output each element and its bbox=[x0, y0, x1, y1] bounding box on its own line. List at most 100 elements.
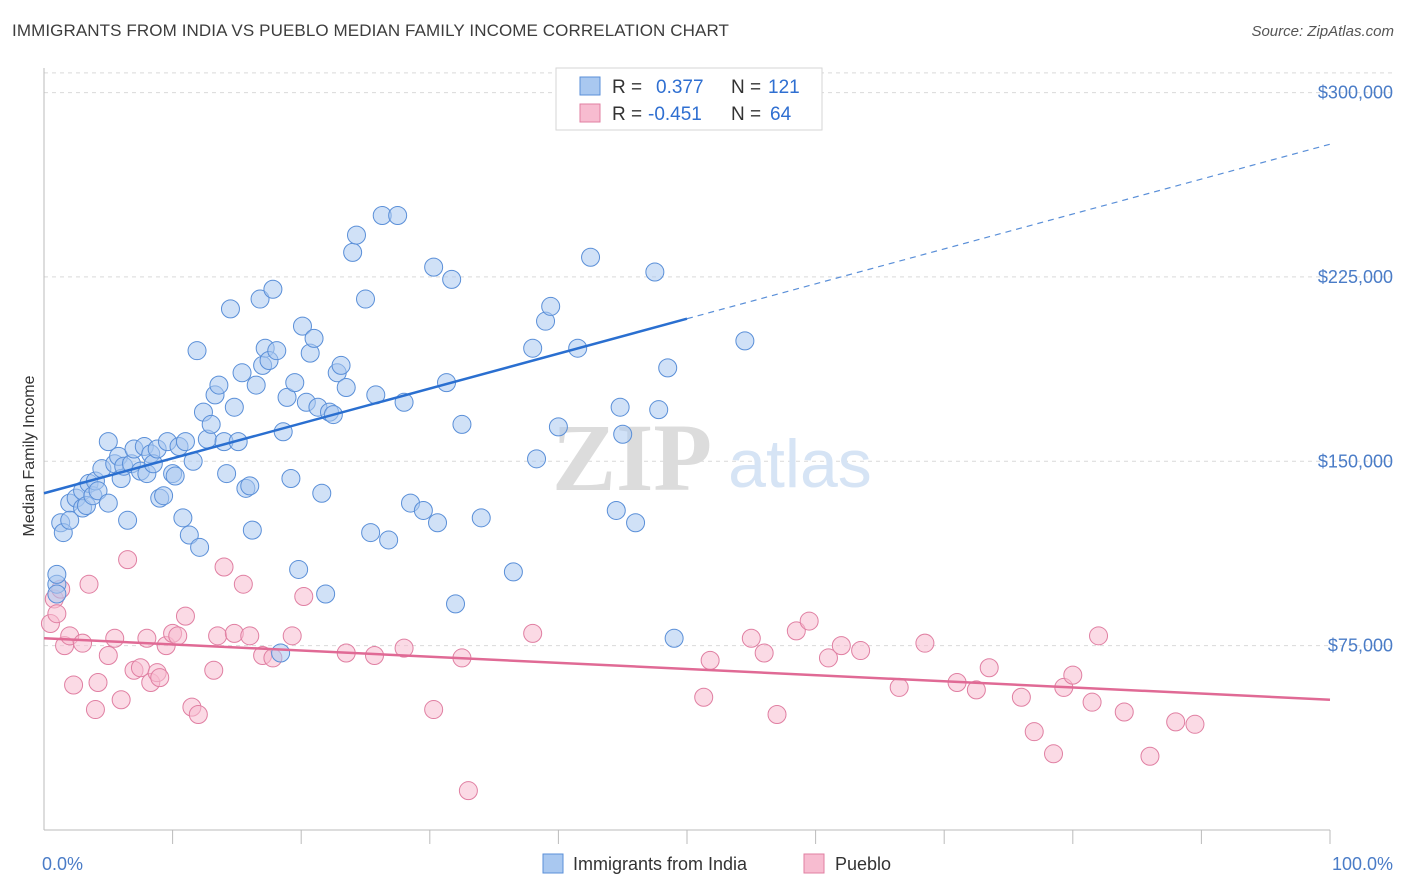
legend-r-label-india: R = bbox=[612, 77, 642, 98]
pueblo-point bbox=[786, 621, 806, 641]
india-point bbox=[503, 562, 523, 582]
india-point bbox=[664, 628, 684, 648]
india-point bbox=[388, 205, 408, 225]
india-point bbox=[187, 341, 207, 361]
pueblo-point bbox=[831, 636, 851, 656]
pueblo-point bbox=[915, 633, 935, 653]
india-point bbox=[271, 643, 291, 663]
pueblo-point bbox=[64, 675, 84, 695]
y-tick-labels: $75,000 $150,000 $225,000 $300,000 bbox=[1318, 83, 1393, 656]
india-point bbox=[154, 486, 174, 506]
india-point bbox=[523, 338, 543, 358]
india-point bbox=[610, 397, 630, 417]
india-point bbox=[246, 375, 266, 395]
pueblo-point bbox=[240, 626, 260, 646]
bottom-legend-swatch-pueblo bbox=[803, 853, 825, 874]
india-point bbox=[356, 289, 375, 309]
pueblo-point bbox=[88, 673, 108, 693]
india-point bbox=[304, 328, 324, 348]
india-point bbox=[98, 432, 118, 452]
watermark-zip: ZIP bbox=[552, 404, 712, 511]
pueblo-point bbox=[1063, 665, 1083, 685]
india-point bbox=[346, 225, 366, 245]
india-point bbox=[541, 296, 561, 316]
bottom-legend: Immigrants from India Pueblo bbox=[542, 853, 891, 874]
pueblo-point bbox=[214, 557, 234, 577]
pueblo-point bbox=[818, 648, 838, 668]
x-tick-label-max: 100.0% bbox=[1332, 854, 1393, 874]
legend-swatch-india bbox=[579, 76, 601, 96]
y-tick-label: $225,000 bbox=[1318, 267, 1393, 287]
pueblo-point bbox=[150, 668, 170, 688]
gridlines bbox=[44, 72, 1392, 647]
pueblo-point bbox=[1024, 722, 1044, 742]
pueblo-point bbox=[294, 586, 314, 606]
india-point bbox=[224, 397, 244, 417]
pueblo-point bbox=[1089, 626, 1109, 646]
legend: R = 0.377 N = 121 R = -0.451 N = 64 bbox=[555, 67, 823, 131]
pueblo-point bbox=[979, 658, 999, 678]
pueblo-point bbox=[799, 611, 819, 631]
india-point bbox=[428, 513, 448, 533]
india-point bbox=[649, 400, 669, 420]
india-point bbox=[232, 363, 252, 383]
india-point bbox=[645, 262, 665, 282]
pueblo-point bbox=[85, 700, 105, 720]
pueblo-point bbox=[458, 781, 478, 801]
india-point bbox=[289, 559, 309, 579]
india-point bbox=[613, 424, 633, 444]
y-tick-label: $300,000 bbox=[1318, 83, 1393, 103]
pueblo-point bbox=[394, 638, 414, 658]
x-tick-label-min: 0.0% bbox=[42, 854, 83, 874]
y-axis-title: Median Family Income bbox=[21, 375, 38, 536]
pueblo-point bbox=[767, 704, 787, 724]
india-point bbox=[190, 537, 210, 557]
pueblo-point bbox=[168, 626, 188, 646]
pueblo-point bbox=[204, 660, 224, 680]
india-point bbox=[277, 387, 297, 407]
legend-r-value-pueblo: -0.451 bbox=[648, 104, 702, 125]
india-point bbox=[285, 373, 305, 393]
pueblo-point bbox=[1166, 712, 1186, 732]
india-point bbox=[98, 493, 118, 513]
pueblo-point bbox=[1140, 746, 1160, 766]
pueblo-point bbox=[694, 687, 714, 707]
bottom-legend-label-india: Immigrants from India bbox=[573, 854, 748, 874]
india-point bbox=[263, 279, 283, 299]
chart-title: IMMIGRANTS FROM INDIA VS PUEBLO MEDIAN F… bbox=[12, 21, 729, 40]
y-tick-label: $150,000 bbox=[1318, 451, 1393, 471]
india-point bbox=[361, 523, 381, 543]
legend-n-label-india: N = bbox=[731, 77, 761, 98]
india-point bbox=[336, 378, 356, 398]
india-point bbox=[60, 510, 80, 530]
pueblo-point bbox=[175, 606, 195, 626]
india-series bbox=[47, 205, 755, 663]
india-point bbox=[658, 358, 678, 378]
india-point bbox=[413, 500, 433, 520]
bottom-legend-label-pueblo: Pueblo bbox=[835, 854, 891, 874]
pueblo-point bbox=[523, 623, 543, 643]
india-point bbox=[267, 341, 287, 361]
india-point bbox=[331, 355, 351, 375]
pueblo-point bbox=[851, 641, 871, 661]
legend-swatch-pueblo bbox=[579, 103, 601, 123]
india-point bbox=[292, 316, 312, 336]
legend-n-value-pueblo: 64 bbox=[770, 104, 792, 125]
pueblo-point bbox=[118, 550, 138, 570]
legend-r-value-india: 0.377 bbox=[656, 77, 704, 98]
watermark-atlas: atlas bbox=[728, 426, 872, 502]
india-point bbox=[316, 584, 336, 604]
bottom-legend-swatch-india bbox=[542, 853, 564, 874]
india-point bbox=[240, 476, 260, 496]
india-trend-line-extension bbox=[686, 143, 1331, 320]
x-ticks bbox=[172, 830, 1331, 844]
india-point bbox=[201, 414, 221, 434]
india-point bbox=[424, 257, 444, 277]
pueblo-series bbox=[40, 550, 1205, 801]
pueblo-point bbox=[73, 633, 93, 653]
pueblo-point bbox=[741, 628, 761, 648]
india-point bbox=[581, 247, 601, 267]
pueblo-point bbox=[98, 645, 118, 665]
india-point bbox=[47, 564, 67, 584]
